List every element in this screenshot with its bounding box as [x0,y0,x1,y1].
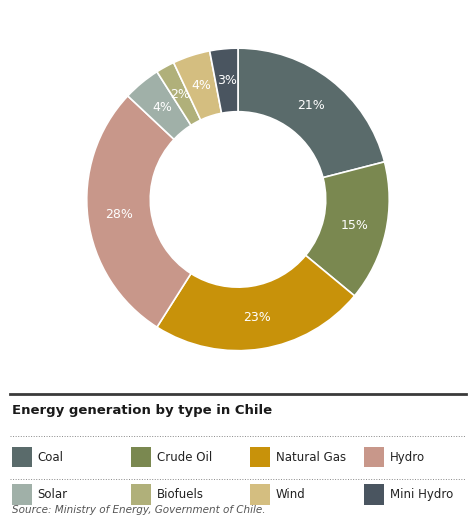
Text: 15%: 15% [341,219,368,232]
Wedge shape [157,63,201,125]
Text: Mini Hydro: Mini Hydro [390,488,453,501]
Wedge shape [306,162,389,296]
Text: Hydro: Hydro [390,451,425,464]
FancyBboxPatch shape [364,484,384,505]
FancyBboxPatch shape [131,484,151,505]
FancyBboxPatch shape [12,447,32,467]
Wedge shape [209,48,238,113]
Text: Coal: Coal [38,451,64,464]
Wedge shape [157,255,355,351]
Text: 4%: 4% [152,101,172,114]
FancyBboxPatch shape [250,484,270,505]
Text: 23%: 23% [243,311,270,324]
Text: 21%: 21% [298,98,325,111]
Wedge shape [174,51,221,120]
Text: Crude Oil: Crude Oil [157,451,212,464]
Text: Biofuels: Biofuels [157,488,204,501]
Text: 3%: 3% [217,74,237,87]
Text: Energy generation by type in Chile: Energy generation by type in Chile [12,405,272,418]
Wedge shape [238,48,385,178]
FancyBboxPatch shape [12,484,32,505]
Wedge shape [128,71,191,139]
Text: 4%: 4% [191,79,211,92]
Text: 28%: 28% [106,208,133,221]
FancyBboxPatch shape [250,447,270,467]
Text: 2%: 2% [170,88,190,101]
Text: Solar: Solar [38,488,68,501]
FancyBboxPatch shape [131,447,151,467]
Text: Wind: Wind [276,488,306,501]
Wedge shape [87,96,191,327]
Text: Natural Gas: Natural Gas [276,451,346,464]
Text: Source: Ministry of Energy, Government of Chile.: Source: Ministry of Energy, Government o… [12,505,266,515]
FancyBboxPatch shape [364,447,384,467]
